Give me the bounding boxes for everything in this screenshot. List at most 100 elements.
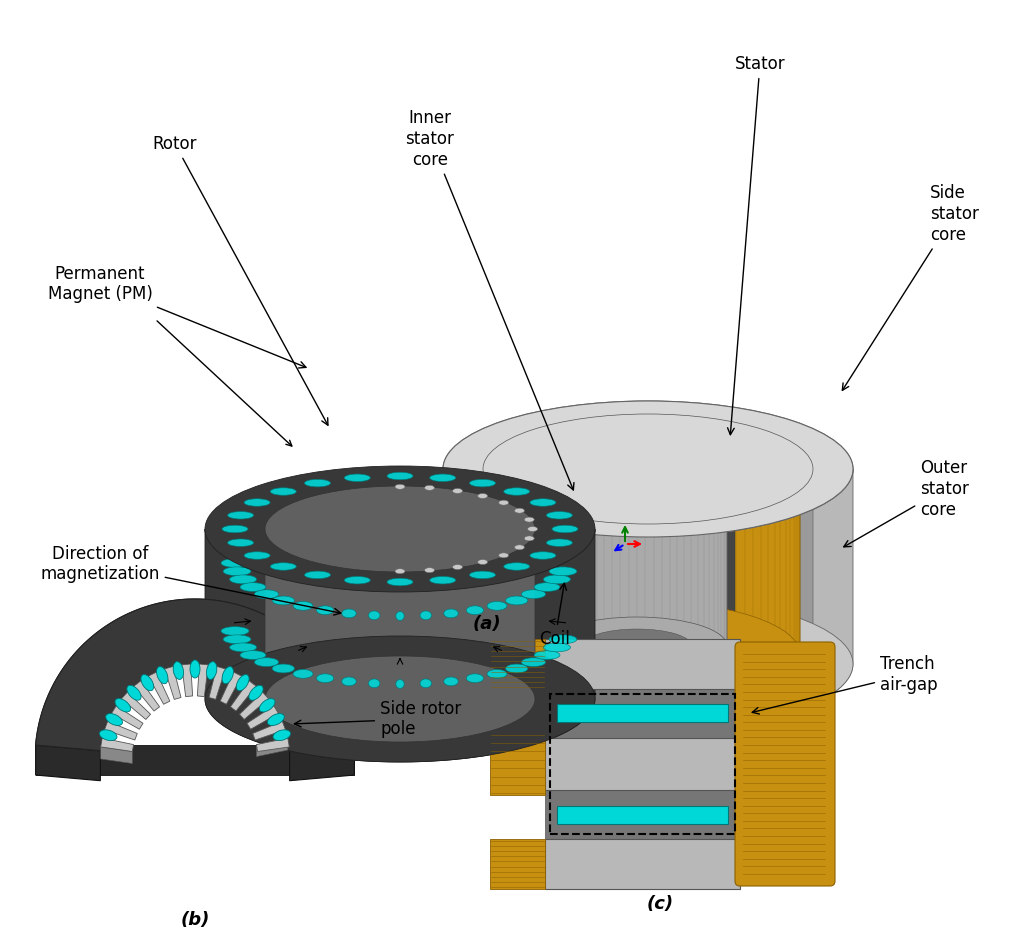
Ellipse shape: [249, 685, 263, 700]
Text: Trench
air-gap: Trench air-gap: [753, 655, 938, 714]
Ellipse shape: [265, 656, 535, 742]
Polygon shape: [443, 469, 853, 732]
Polygon shape: [122, 692, 151, 719]
Ellipse shape: [477, 560, 487, 564]
Polygon shape: [240, 692, 268, 719]
Ellipse shape: [552, 525, 578, 532]
Ellipse shape: [443, 609, 458, 618]
Text: Side rotor
pole: Side rotor pole: [294, 700, 461, 738]
Ellipse shape: [344, 577, 371, 584]
Ellipse shape: [524, 536, 535, 541]
Ellipse shape: [259, 699, 275, 712]
Ellipse shape: [272, 664, 295, 673]
Ellipse shape: [105, 714, 123, 726]
Polygon shape: [483, 469, 813, 719]
Ellipse shape: [222, 525, 248, 532]
Ellipse shape: [477, 494, 487, 499]
Ellipse shape: [173, 662, 183, 680]
Polygon shape: [148, 672, 170, 704]
Ellipse shape: [227, 512, 254, 519]
Polygon shape: [265, 529, 535, 742]
Ellipse shape: [535, 583, 560, 592]
Ellipse shape: [127, 685, 141, 700]
Ellipse shape: [395, 569, 406, 574]
Polygon shape: [547, 461, 727, 675]
Ellipse shape: [487, 602, 507, 610]
Bar: [490, 732, 545, 795]
Ellipse shape: [506, 664, 527, 673]
Ellipse shape: [254, 590, 279, 598]
Ellipse shape: [270, 487, 296, 495]
Polygon shape: [290, 745, 354, 780]
Ellipse shape: [529, 552, 556, 560]
Text: (c): (c): [646, 895, 674, 913]
Ellipse shape: [267, 714, 285, 726]
Ellipse shape: [387, 472, 413, 480]
Polygon shape: [205, 529, 595, 762]
Ellipse shape: [344, 474, 371, 482]
Polygon shape: [36, 745, 354, 775]
Bar: [545, 839, 740, 889]
Polygon shape: [247, 706, 279, 730]
Ellipse shape: [396, 680, 404, 688]
Ellipse shape: [240, 583, 266, 592]
Ellipse shape: [469, 479, 496, 486]
Ellipse shape: [430, 474, 456, 482]
Ellipse shape: [316, 606, 334, 615]
Ellipse shape: [544, 575, 570, 584]
Ellipse shape: [425, 568, 434, 573]
Polygon shape: [198, 664, 208, 697]
Ellipse shape: [99, 730, 117, 741]
Ellipse shape: [141, 674, 154, 691]
Ellipse shape: [205, 636, 595, 762]
FancyBboxPatch shape: [735, 642, 835, 886]
Ellipse shape: [425, 485, 434, 490]
Ellipse shape: [223, 635, 251, 644]
Ellipse shape: [499, 500, 509, 505]
Ellipse shape: [499, 553, 509, 558]
Text: Inner
stator
core: Inner stator core: [406, 109, 573, 490]
Ellipse shape: [466, 606, 483, 615]
Ellipse shape: [304, 479, 331, 486]
Ellipse shape: [483, 609, 813, 719]
Ellipse shape: [453, 564, 463, 570]
Ellipse shape: [466, 674, 483, 683]
Ellipse shape: [443, 401, 853, 537]
Bar: [545, 791, 740, 839]
Ellipse shape: [524, 517, 535, 522]
Ellipse shape: [221, 559, 249, 567]
Bar: [550, 694, 735, 834]
Polygon shape: [480, 464, 800, 707]
Ellipse shape: [244, 499, 270, 506]
Ellipse shape: [547, 432, 727, 490]
Ellipse shape: [469, 571, 496, 578]
Polygon shape: [209, 667, 225, 700]
Polygon shape: [220, 672, 242, 704]
Polygon shape: [36, 599, 354, 750]
Ellipse shape: [273, 730, 291, 741]
Polygon shape: [256, 738, 288, 757]
Ellipse shape: [443, 677, 458, 685]
Ellipse shape: [549, 567, 577, 576]
Bar: [490, 639, 545, 689]
Ellipse shape: [229, 643, 257, 652]
Ellipse shape: [549, 635, 577, 644]
Text: (a): (a): [473, 615, 502, 633]
Ellipse shape: [504, 487, 529, 495]
Ellipse shape: [369, 679, 380, 687]
Ellipse shape: [480, 601, 800, 707]
Bar: [545, 738, 740, 791]
Bar: [557, 806, 728, 824]
Polygon shape: [134, 681, 160, 711]
Ellipse shape: [443, 596, 853, 732]
Ellipse shape: [237, 674, 249, 691]
Ellipse shape: [272, 596, 295, 605]
Ellipse shape: [420, 611, 431, 620]
Ellipse shape: [547, 539, 572, 546]
Polygon shape: [36, 599, 354, 750]
Polygon shape: [181, 664, 193, 697]
Ellipse shape: [244, 552, 270, 560]
Ellipse shape: [396, 611, 404, 621]
Ellipse shape: [521, 590, 546, 598]
Ellipse shape: [545, 433, 735, 495]
